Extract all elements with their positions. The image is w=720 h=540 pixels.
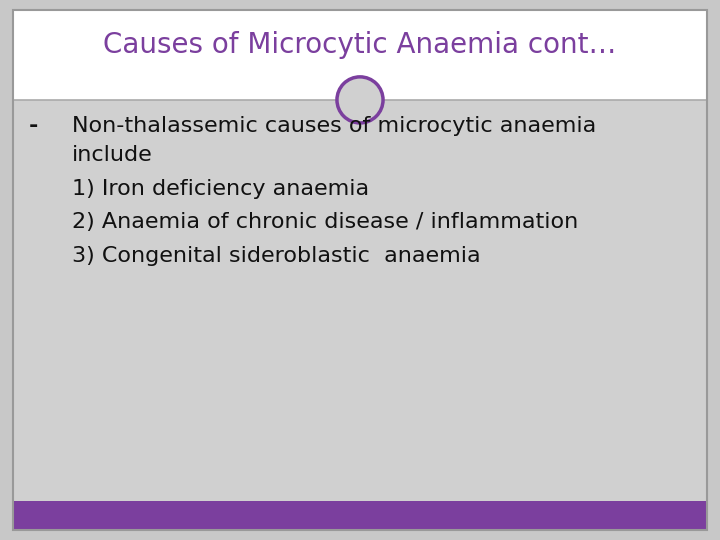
Text: 1) Iron deficiency anaemia: 1) Iron deficiency anaemia xyxy=(72,179,369,199)
Text: Causes of Microcytic Anaemia cont…: Causes of Microcytic Anaemia cont… xyxy=(103,31,617,58)
Text: 3) Congenital sideroblastic  anaemia: 3) Congenital sideroblastic anaemia xyxy=(72,246,481,266)
Text: Non-thalassemic causes of microcytic anaemia: Non-thalassemic causes of microcytic ana… xyxy=(72,116,596,136)
Ellipse shape xyxy=(337,77,383,123)
Text: 2) Anaemia of chronic disease / inflammation: 2) Anaemia of chronic disease / inflamma… xyxy=(72,213,578,233)
FancyBboxPatch shape xyxy=(13,100,707,501)
FancyBboxPatch shape xyxy=(13,10,707,100)
Text: -: - xyxy=(29,116,38,136)
Text: include: include xyxy=(72,145,153,165)
FancyBboxPatch shape xyxy=(13,501,707,530)
